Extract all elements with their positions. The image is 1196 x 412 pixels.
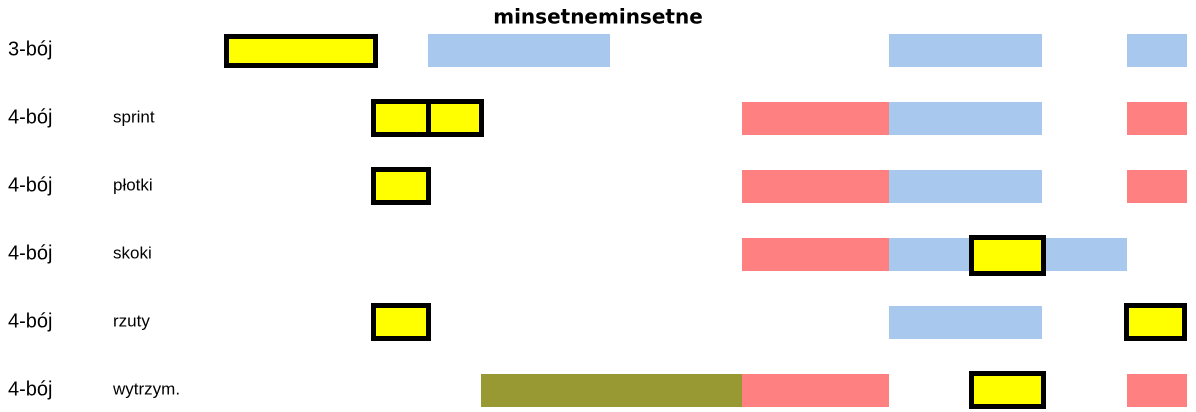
block-blue xyxy=(1127,34,1187,67)
row-label: 4-bój xyxy=(8,378,52,400)
title: minsetneminsetne xyxy=(493,5,703,29)
row-label: 4-bój xyxy=(8,242,52,264)
row-sublabel: skoki xyxy=(113,243,152,262)
block-blue xyxy=(889,306,1042,339)
row-sublabel: sprint xyxy=(113,107,155,126)
block-red xyxy=(742,102,889,135)
block-red xyxy=(1127,102,1187,135)
block-red xyxy=(1127,374,1187,407)
block-blue xyxy=(889,34,1042,67)
block-blue xyxy=(889,170,1042,203)
row-sublabel: rzuty xyxy=(113,311,150,330)
block-blue xyxy=(428,34,610,67)
block-yellow xyxy=(1124,303,1187,341)
row-label: 3-bój xyxy=(8,38,52,60)
row-label: 4-bój xyxy=(8,310,52,332)
row-sublabel: wytrzym. xyxy=(112,379,180,398)
block-red xyxy=(1127,170,1187,203)
row-sublabel: płotki xyxy=(113,175,153,194)
block-red xyxy=(742,238,889,271)
block-yellow xyxy=(371,99,431,137)
block-red xyxy=(742,170,889,203)
block-yellow xyxy=(224,34,378,68)
block-yellow xyxy=(969,235,1046,276)
block-yellow xyxy=(371,303,431,341)
block-yellow xyxy=(969,371,1046,409)
block-blue xyxy=(889,102,1042,135)
block-yellow xyxy=(371,167,431,205)
block-red xyxy=(742,374,889,407)
block-yellow xyxy=(426,99,484,137)
block-olive xyxy=(481,374,742,407)
row-label: 4-bój xyxy=(8,106,52,128)
row-label: 4-bój xyxy=(8,174,52,196)
